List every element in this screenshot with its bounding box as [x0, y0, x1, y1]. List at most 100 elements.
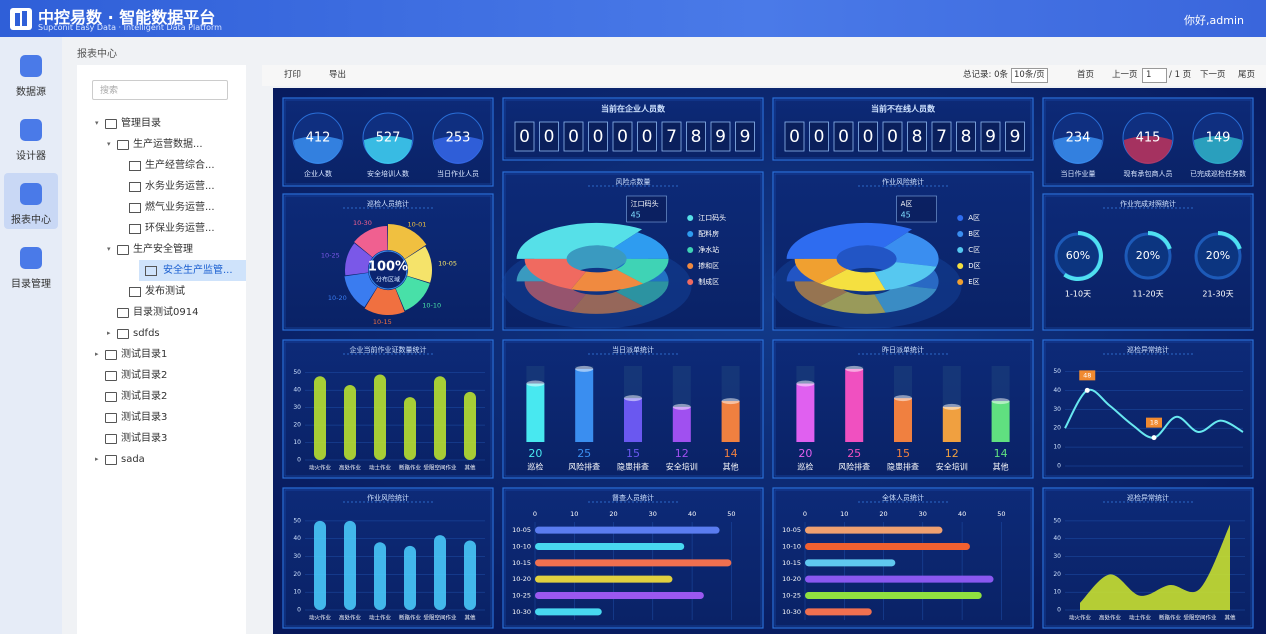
- digit: 8: [961, 127, 972, 147]
- bar: [624, 398, 642, 442]
- tree-node[interactable]: 测试目录3: [77, 407, 246, 428]
- pie-segment: [524, 258, 586, 290]
- nav-item[interactable]: 数据源: [4, 45, 58, 101]
- x-tick-label: 断路作业: [1159, 614, 1182, 622]
- pie-side: [820, 291, 886, 314]
- bar: [404, 397, 416, 460]
- folder-icon: [105, 392, 117, 402]
- legend-dot: [687, 263, 694, 269]
- nav-label: 目录管理: [11, 279, 51, 290]
- legend-dot: [687, 231, 694, 237]
- tooltip: [626, 195, 667, 223]
- legend-dot: [687, 247, 694, 253]
- digit-box: [612, 121, 633, 152]
- tree-node[interactable]: 生产经营综合...: [77, 155, 246, 176]
- stat-fill: [1124, 136, 1172, 164]
- tree-node[interactable]: 测试目录3: [77, 428, 246, 449]
- x-tick-label: 断路作业: [399, 464, 422, 472]
- bar: [535, 608, 602, 616]
- tree-node[interactable]: 目录测试0914: [77, 302, 246, 323]
- rose-segment: [344, 272, 378, 308]
- tree-node[interactable]: 测试目录2: [77, 386, 246, 407]
- panel-glow: [1044, 341, 1252, 477]
- breadcrumb: 报表中心: [77, 49, 117, 60]
- panel-glow: [1044, 99, 1252, 185]
- tree-label: 生产经营综合...: [145, 160, 215, 171]
- stat-fill: [294, 136, 342, 164]
- tree-node[interactable]: 燃气业务运营...: [77, 197, 246, 218]
- y-tick-label: 10-10: [512, 543, 531, 551]
- folder-icon: [117, 329, 129, 339]
- x-tick-label: 其他: [723, 462, 739, 472]
- stat-label: 现有承包商人员: [1124, 169, 1173, 178]
- total: 总记录: 0条: [963, 70, 1008, 80]
- y-tick-label: 40: [293, 535, 301, 542]
- user-menu[interactable]: 你好,admin: [1184, 14, 1244, 27]
- ring-value: 20%: [1206, 249, 1230, 262]
- ring-label: 11-20天: [1132, 290, 1163, 299]
- digit: 9: [985, 127, 996, 147]
- tree-node[interactable]: ▾ 管理目录: [77, 113, 246, 134]
- search-input[interactable]: 搜索: [92, 80, 228, 100]
- tree-node[interactable]: 水务业务运营...: [77, 176, 246, 197]
- pie-segment: [786, 222, 913, 259]
- nav-item[interactable]: 目录管理: [4, 237, 58, 293]
- folder-icon: [105, 119, 117, 129]
- page-size[interactable]: 10条/页: [1011, 68, 1048, 83]
- legend-label: A区: [968, 214, 980, 222]
- x-tick-label: 断路作业: [399, 614, 422, 622]
- prev-page[interactable]: 上一页: [1112, 70, 1138, 80]
- tree-node[interactable]: ▾ 生产运营数据...: [77, 134, 246, 155]
- y-tick-label: 10-05: [782, 526, 801, 534]
- rose-label: 10-10: [422, 302, 441, 310]
- tree-node[interactable]: 安全生产监管...: [139, 260, 246, 281]
- x-tick-label: 动土作业: [1129, 614, 1152, 622]
- tree-node[interactable]: ▾ 生产安全管理: [77, 239, 246, 260]
- tree-node[interactable]: ▸ sada: [77, 449, 246, 470]
- panel-glow: [504, 341, 762, 477]
- stat-label: 当日作业量: [1061, 169, 1096, 178]
- digit: 9: [1010, 127, 1021, 147]
- tree-node[interactable]: ▸ sdfds: [77, 323, 246, 344]
- pie-3d: [501, 222, 692, 329]
- tree: ▾ 管理目录 ▾ 生产运营数据... 生产经营综合... 水务业务运营... 燃气业务运营.…: [77, 113, 246, 470]
- y-tick-label: 0: [297, 457, 301, 464]
- y-tick-label: 10-20: [782, 575, 801, 583]
- export-button[interactable]: 导出: [329, 70, 347, 80]
- page-input[interactable]: 1: [1142, 68, 1167, 83]
- ring-arc: [1218, 231, 1242, 250]
- tree-arrow: ▾: [95, 119, 99, 127]
- tree-node[interactable]: ▸ 测试目录1: [77, 344, 246, 365]
- tree-node[interactable]: 发布测试: [77, 281, 246, 302]
- panel-title: 作业风险统计: [882, 177, 924, 186]
- first-page[interactable]: 首页: [1077, 70, 1095, 80]
- bar: [845, 368, 864, 442]
- y-tick-label: 10: [293, 589, 301, 596]
- rose-label: 10-20: [328, 294, 347, 302]
- panel-title: 作业风险统计: [367, 493, 409, 502]
- subtitle: Supconit Easy Data · Intelligent Data Pl…: [38, 23, 222, 32]
- print-button[interactable]: 打印: [284, 70, 302, 80]
- bar: [805, 559, 896, 567]
- tree-node[interactable]: 测试目录2: [77, 365, 246, 386]
- bar: [991, 401, 1010, 442]
- digit: 0: [887, 127, 898, 147]
- tree-node[interactable]: 环保业务运营...: [77, 218, 246, 239]
- tree-label: 测试目录2: [121, 391, 168, 402]
- y-tick-label: 50: [293, 517, 301, 524]
- x-tick-label: 巡检: [527, 462, 543, 472]
- digit: 9: [715, 127, 726, 147]
- nav-item[interactable]: 设计器: [4, 109, 58, 165]
- last-page[interactable]: 尾页: [1238, 70, 1256, 80]
- y-tick-label: 40: [1053, 535, 1061, 542]
- rose-segment: [395, 276, 430, 311]
- digit: 0: [593, 127, 604, 147]
- x-tick-label: 50: [727, 510, 735, 518]
- bar-value: 25: [847, 447, 861, 460]
- bar: [805, 608, 872, 616]
- next-page[interactable]: 下一页: [1200, 70, 1226, 80]
- y-tick-label: 10: [1053, 444, 1061, 451]
- bar-cap: [796, 380, 815, 387]
- nav-item[interactable]: 报表中心: [4, 173, 58, 229]
